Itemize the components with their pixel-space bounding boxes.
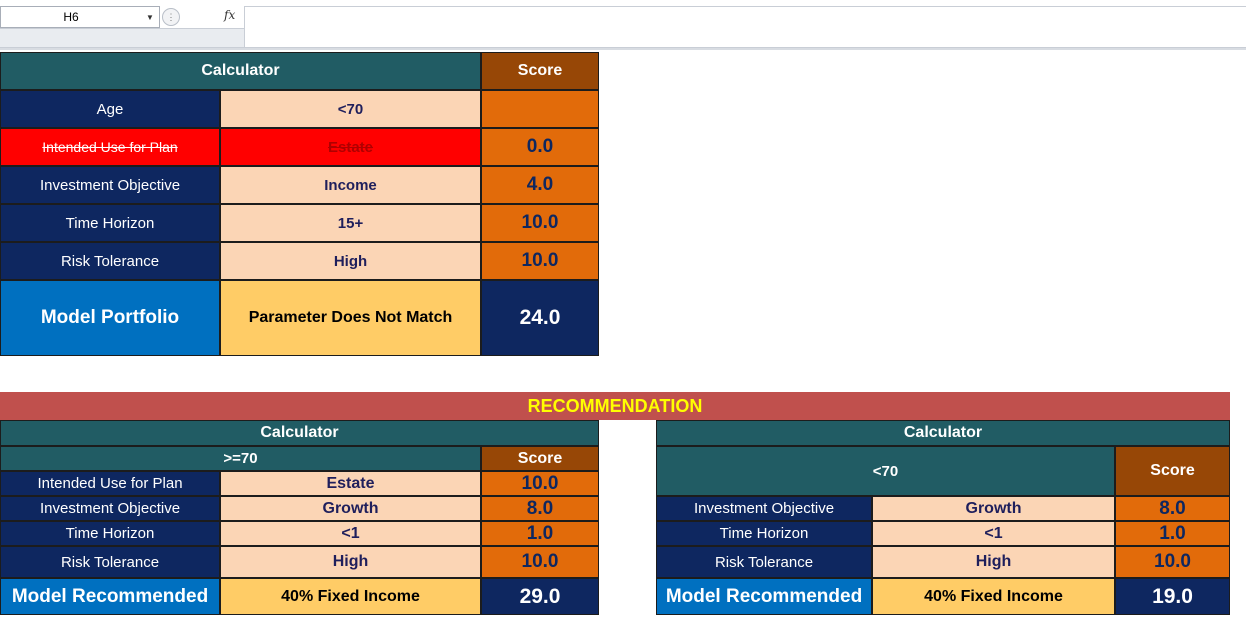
top-calculator: Calculator Score Age <70 Intended Use fo… — [0, 52, 599, 357]
row-score-intended-use: 0.0 — [481, 128, 599, 166]
top-calculator-header: Calculator — [0, 52, 481, 90]
row-score-investment-objective: 4.0 — [481, 166, 599, 204]
left-row-value-intended-use: Estate — [220, 471, 481, 496]
right-model-recommended-value: 40% Fixed Income — [872, 578, 1115, 615]
formula-bar: H6 ▼ ⋮ fx — [0, 0, 1246, 50]
left-row-value-investment-objective: Growth — [220, 496, 481, 521]
right-row-score-risk-tolerance: 10.0 — [1115, 546, 1230, 578]
row-score-time-horizon: 10.0 — [481, 204, 599, 242]
resize-handle-icon[interactable]: ⋮ — [162, 8, 180, 26]
chevron-down-icon[interactable]: ▼ — [146, 12, 154, 22]
left-row-label-time-horizon: Time Horizon — [0, 521, 220, 546]
left-age-label: >=70 — [0, 446, 481, 471]
left-model-recommended-value: 40% Fixed Income — [220, 578, 481, 615]
right-row-score-time-horizon: 1.0 — [1115, 521, 1230, 546]
right-row-score-investment-objective: 8.0 — [1115, 496, 1230, 521]
row-value-age[interactable]: <70 — [220, 90, 481, 128]
right-model-recommended-score: 19.0 — [1115, 578, 1230, 615]
left-score-header: Score — [481, 446, 599, 471]
left-row-label-investment-objective: Investment Objective — [0, 496, 220, 521]
left-row-score-intended-use: 10.0 — [481, 471, 599, 496]
row-value-time-horizon[interactable]: 15+ — [220, 204, 481, 242]
row-label-intended-use: Intended Use for Plan — [0, 128, 220, 166]
right-model-recommended-label: Model Recommended — [656, 578, 872, 615]
left-row-label-risk-tolerance: Risk Tolerance — [0, 546, 220, 578]
right-row-value-time-horizon: <1 — [872, 521, 1115, 546]
formula-controls: ⋮ fx — [160, 6, 244, 28]
right-row-value-risk-tolerance: High — [872, 546, 1115, 578]
row-score-risk-tolerance: 10.0 — [481, 242, 599, 280]
row-label-time-horizon: Time Horizon — [0, 204, 220, 242]
left-row-score-risk-tolerance: 10.0 — [481, 546, 599, 578]
left-row-score-time-horizon: 1.0 — [481, 521, 599, 546]
recommendation-left-table: Calculator >=70 Score Intended Use for P… — [0, 420, 599, 616]
row-label-risk-tolerance: Risk Tolerance — [0, 242, 220, 280]
insert-function-icon[interactable]: fx — [224, 8, 236, 22]
row-score-age — [481, 90, 599, 128]
right-score-header: Score — [1115, 446, 1230, 496]
name-box-value: H6 — [63, 10, 79, 24]
left-row-label-intended-use: Intended Use for Plan — [0, 471, 220, 496]
recommendation-right-table: Calculator <70 Score Investment Objectiv… — [656, 420, 1230, 616]
formula-input[interactable] — [244, 6, 1246, 48]
right-row-value-investment-objective: Growth — [872, 496, 1115, 521]
name-box[interactable]: H6 ▼ — [0, 6, 160, 28]
model-portfolio-label: Model Portfolio — [0, 280, 220, 356]
row-value-intended-use[interactable]: Estate — [220, 128, 481, 166]
right-row-label-risk-tolerance: Risk Tolerance — [656, 546, 872, 578]
left-calculator-header: Calculator — [0, 420, 599, 446]
right-row-label-time-horizon: Time Horizon — [656, 521, 872, 546]
left-row-score-investment-objective: 8.0 — [481, 496, 599, 521]
recommendation-banner: RECOMMENDATION — [0, 392, 1230, 420]
left-model-recommended-label: Model Recommended — [0, 578, 220, 615]
row-label-age: Age — [0, 90, 220, 128]
model-portfolio-value: Parameter Does Not Match — [220, 280, 481, 356]
top-score-header: Score — [481, 52, 599, 90]
row-value-risk-tolerance[interactable]: High — [220, 242, 481, 280]
row-label-investment-objective: Investment Objective — [0, 166, 220, 204]
left-row-value-risk-tolerance: High — [220, 546, 481, 578]
left-model-recommended-score: 29.0 — [481, 578, 599, 615]
right-calculator-header: Calculator — [656, 420, 1230, 446]
right-row-label-investment-objective: Investment Objective — [656, 496, 872, 521]
row-value-investment-objective[interactable]: Income — [220, 166, 481, 204]
left-row-value-time-horizon: <1 — [220, 521, 481, 546]
model-portfolio-score: 24.0 — [481, 280, 599, 356]
formula-bar-divider — [0, 28, 244, 48]
right-age-label: <70 — [656, 446, 1115, 496]
sheet-top-border — [0, 48, 1246, 50]
